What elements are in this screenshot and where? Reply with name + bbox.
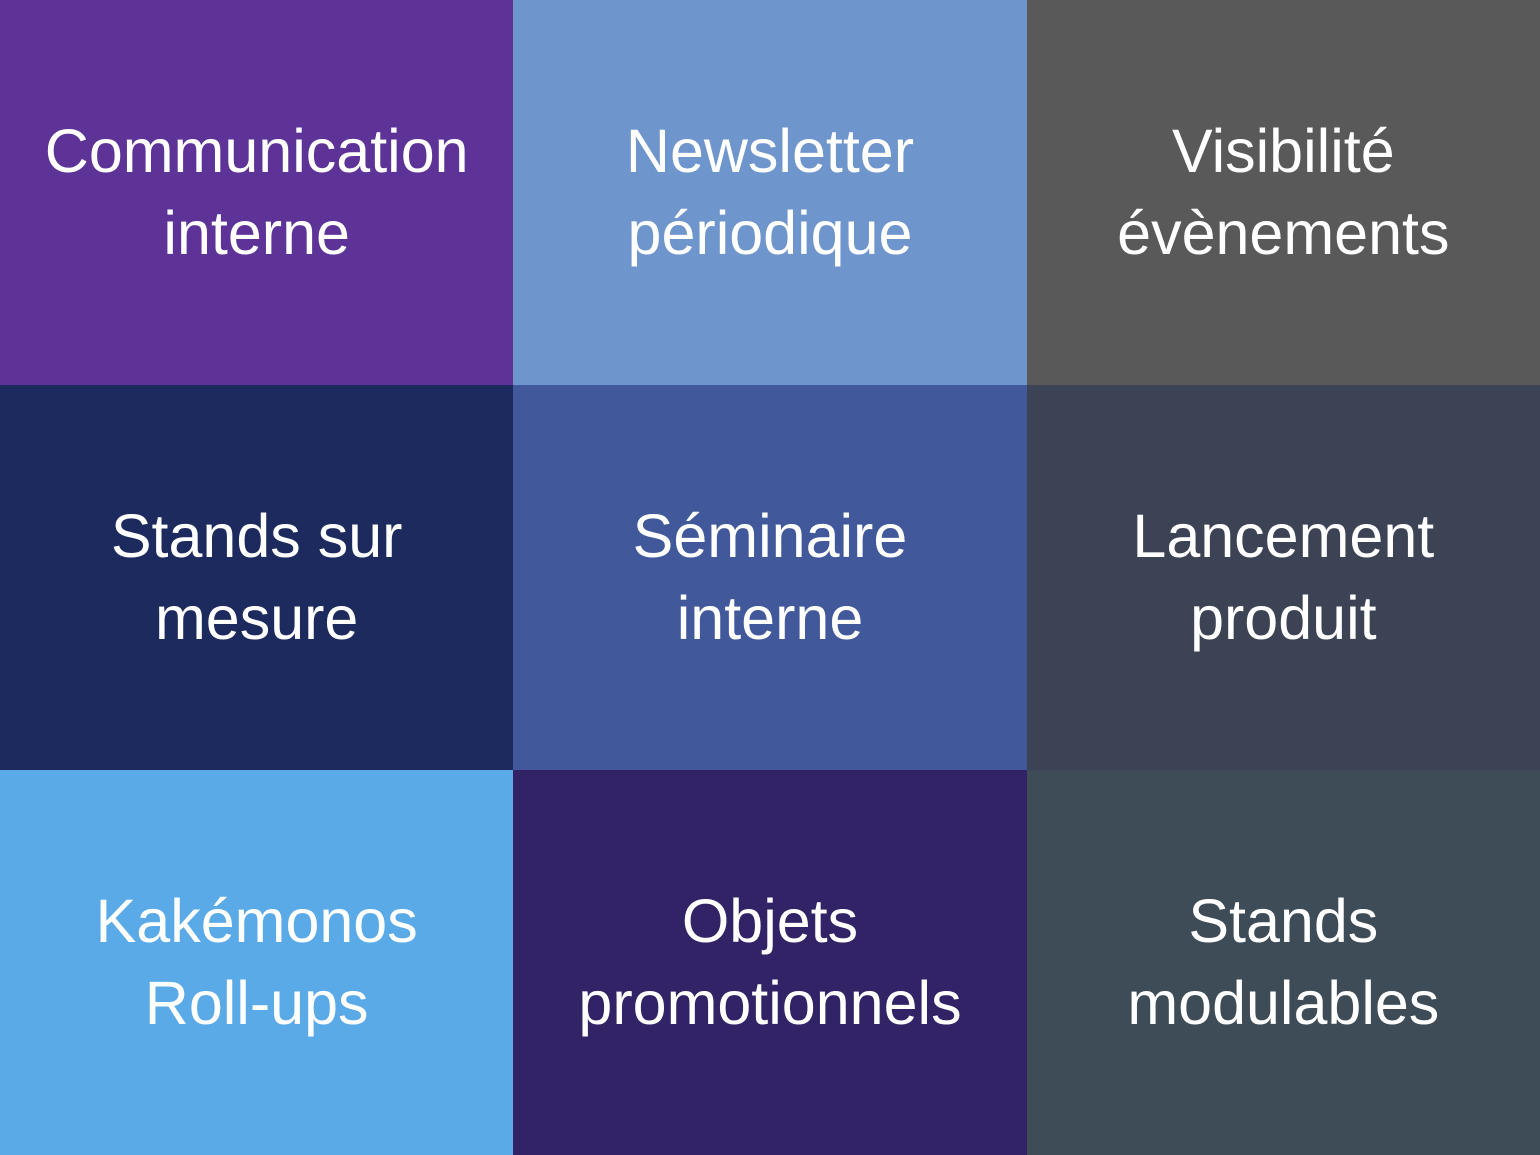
tile-label-line: évènements <box>1117 198 1450 267</box>
tile-label-line: promotionnels <box>578 968 962 1037</box>
tile-seminaire-interne: Séminaire interne <box>513 385 1027 770</box>
tile-label-line: Stands <box>1188 887 1379 956</box>
tile-label-line: Kakémonos <box>95 887 418 956</box>
tile-label-line: interne <box>163 198 350 267</box>
tile-label-line: produit <box>1190 583 1377 652</box>
tile-stands-sur-mesure: Stands sur mesure <box>0 385 514 770</box>
tile-stands-modulables: Stands modulables <box>1026 770 1540 1155</box>
tile-communication-interne: Communication interne <box>0 0 514 385</box>
tile-lancement-produit: Lancement produit <box>1026 385 1540 770</box>
tile-label-line: Stands sur <box>110 502 403 571</box>
tile-label-line: Objets <box>681 887 859 956</box>
tile-label-line: Visibilité <box>1171 117 1395 186</box>
tile-label-line: Séminaire <box>632 502 908 571</box>
tile-label-line: Roll-ups <box>144 968 369 1037</box>
tile-objets-promotionnels: Objets promotionnels <box>513 770 1027 1155</box>
tile-kakemonos-roll-ups: Kakémonos Roll-ups <box>0 770 514 1155</box>
tile-label-line: périodique <box>627 198 913 267</box>
tile-visibilite-evenements: Visibilité évènements <box>1026 0 1540 385</box>
tile-label-line: Communication <box>44 117 469 186</box>
tile-label-line: modulables <box>1127 968 1440 1037</box>
tile-newsletter-periodique: Newsletter périodique <box>513 0 1027 385</box>
tile-label-line: interne <box>676 583 864 652</box>
tile-label-line: Newsletter <box>625 117 915 186</box>
tile-label-line: mesure <box>154 583 359 652</box>
tile-label-line: Lancement <box>1132 502 1435 571</box>
